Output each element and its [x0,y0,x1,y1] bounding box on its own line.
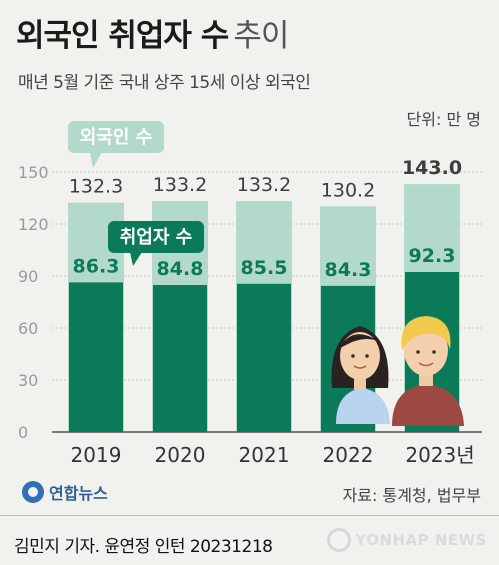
logo-text: 연합뉴스 [49,484,108,503]
employed-value-label: 92.3 [409,245,456,267]
unit-label: 단위: 만 명 [406,110,481,129]
y-tick-label: 60 [18,319,38,338]
y-tick-label: 90 [18,267,38,286]
title-rest: 추이 [233,18,289,54]
x-tick-label: 2019 [71,443,122,467]
foreigners-callout [68,121,164,153]
credit-line: 김민지 기자. 윤연정 인턴 20231218 [14,537,273,557]
employed-value-label: 84.3 [325,259,372,281]
x-tick-label: 2020 [155,443,206,467]
woman-eye [365,354,369,358]
employed-bar [153,285,207,432]
y-tick-label: 0 [18,423,28,442]
watermark-icon [327,528,352,552]
employed-bar [237,283,291,432]
foreigners-value-label: 133.2 [237,174,291,196]
man-eye [432,350,436,354]
woman-mouth [353,365,367,369]
y-tick-label: 30 [18,371,38,390]
man-mouth [418,362,434,367]
foreigners-value-label: 133.2 [153,174,207,196]
woman-face [340,332,380,380]
employed-value-label: 84.8 [157,258,204,280]
x-tick-label: 2023년 [405,443,474,467]
footer-divider [0,515,499,516]
foreigners-value-label: 130.2 [321,179,375,201]
x-tick-label: 2021 [239,443,290,467]
man-body [392,384,464,426]
foreigners-callout-tail [90,152,102,168]
woman-eye [351,354,355,358]
bar-chart: 0 30 60 90 120 150 132.3 86.3 133.2 84.8 133.2 85.5… [18,121,482,467]
x-tick-label: 2022 [323,443,374,467]
employed-value-label: 85.5 [241,257,288,279]
legend-foreigners: 외국인 수 [80,127,153,148]
employed-callout [108,221,204,253]
woman-bangs [340,334,380,348]
employed-callout-tail [130,252,142,266]
page-title: 외국인 취업자 수 추이 [16,10,289,55]
foreigners-value-label: 132.3 [69,176,123,198]
subtitle: 매년 5월 기준 국내 상주 15세 이상 외국인 [18,73,311,93]
title-main: 외국인 취업자 수 [16,18,229,54]
woman-body [336,388,390,424]
y-tick-label: 150 [18,163,49,182]
man-eye [416,350,420,354]
source-note: 자료: 통계청, 법무부 [342,486,481,505]
employed-value-label: 86.3 [73,255,120,277]
watermark: YONHAP NEWS [327,528,487,552]
foreigners-value-label: 143.0 [402,157,462,179]
y-tick-label: 120 [18,215,49,234]
employed-bar [69,282,123,432]
man-hair [401,316,451,350]
yonhap-logo-icon [22,481,44,503]
yonhap-logo: 연합뉴스 [22,480,108,504]
legend-employed: 취업자 수 [120,227,193,248]
watermark-text: YONHAP NEWS [355,531,487,549]
